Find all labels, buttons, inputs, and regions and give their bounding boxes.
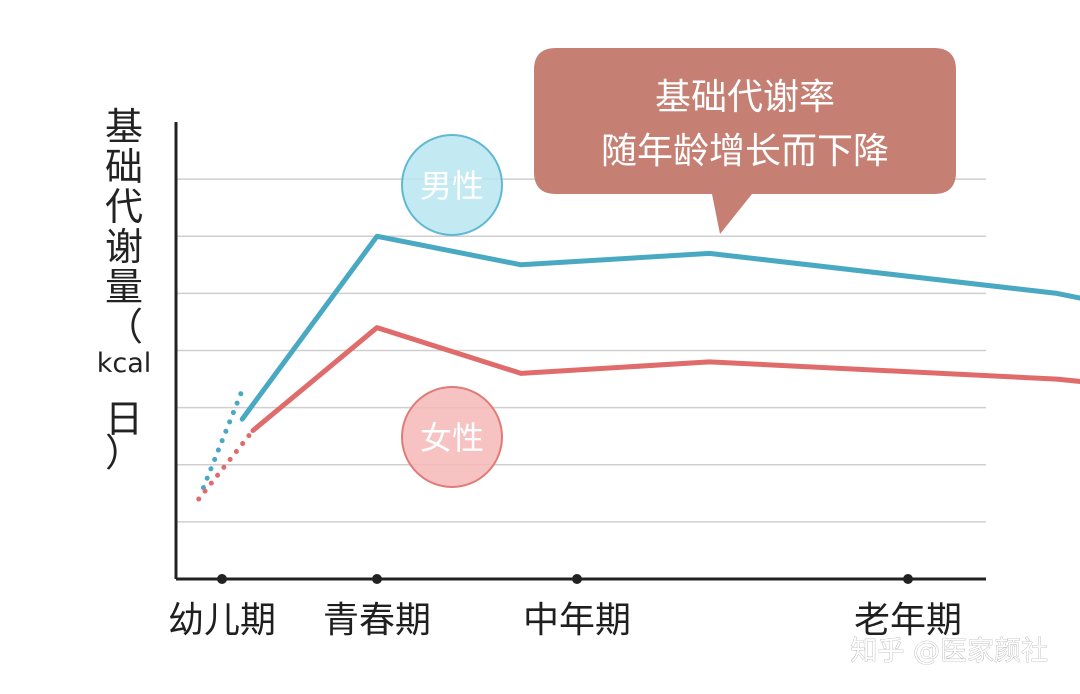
x-ticks: 幼儿期 青春期 中年期 老年期 <box>168 574 962 641</box>
x-tick-dot <box>903 574 913 584</box>
x-tick-dot <box>372 574 382 584</box>
y-label-char: 谢 <box>105 225 143 269</box>
x-tick-dot <box>217 574 227 584</box>
series-dotted-male <box>200 387 245 491</box>
x-tick-label: 青春期 <box>323 600 431 641</box>
legend-female-circle <box>401 386 503 488</box>
series-line-male <box>239 233 1080 422</box>
legend-male: 男性 <box>401 134 503 236</box>
series-line-female <box>250 325 1080 433</box>
y-label-char: 代 <box>105 185 143 229</box>
x-tick-label: 中年期 <box>523 600 631 641</box>
callout-line-1: 基础代谢率 <box>655 77 835 118</box>
x-tick-dot <box>572 574 582 584</box>
y-label-char: （ <box>105 305 143 349</box>
series-dotted-female <box>196 427 256 502</box>
callout-bubble <box>534 48 956 234</box>
x-tick-label: 幼儿期 <box>168 600 276 641</box>
y-label-char: 量 <box>105 265 143 309</box>
legend-male-label: 男性 <box>420 167 484 205</box>
legend-female: 女性 <box>401 386 503 488</box>
watermark: 知乎 @医家颜社 <box>850 636 1048 667</box>
y-label-char: 础 <box>105 145 143 189</box>
callout-line-2: 随年龄增长而下降 <box>601 131 889 172</box>
y-label-char: 基 <box>105 105 143 149</box>
y-label-char: 日 <box>105 397 143 441</box>
legend-female-label: 女性 <box>420 419 484 457</box>
x-tick-label: 老年期 <box>854 600 962 641</box>
gridlines <box>176 178 986 523</box>
series-layer <box>196 233 1080 502</box>
y-label-char: ） <box>105 431 143 475</box>
y-label-unit: kcal <box>97 348 152 379</box>
legend-male-circle <box>401 134 503 236</box>
callout: 基础代谢率 随年龄增长而下降 <box>534 48 956 234</box>
